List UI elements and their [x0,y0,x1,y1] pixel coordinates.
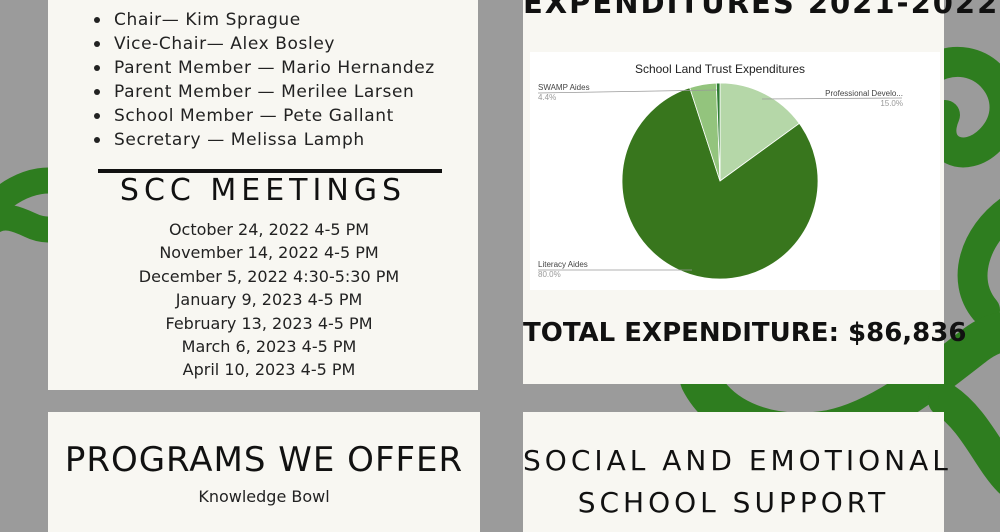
meeting-date: December 5, 2022 4:30-5:30 PM [138,266,400,286]
slice-value-swamp: 4.4% [538,93,556,102]
meeting-date: February 13, 2023 4-5 PM [165,313,373,333]
social-emotional-heading: SOCIAL AND EMOTIONAL SCHOOL SUPPORT [523,440,952,524]
pie-slice-0 [719,82,800,182]
label-leader-line [537,89,718,94]
member-school: School Member — Pete Gallant [92,104,435,128]
meeting-date: March 6, 2023 4-5 PM [181,336,357,356]
expenditure-chart: School Land Trust Expenditures SWAMP Aid… [530,52,940,290]
program-item: Knowledge Bowl [198,487,330,506]
total-expenditure: TOTAL EXPENDITURE: $86,836 [523,318,967,348]
pie-chart: School Land Trust Expenditures SWAMP Aid… [537,62,903,280]
slice-value-literacy: 80.0% [538,270,561,279]
members-panel [48,0,478,390]
pie-slice-1 [621,87,819,280]
member-vice-chair: Vice-Chair— Alex Bosley [92,32,435,56]
meeting-date: January 9, 2023 4-5 PM [175,290,363,310]
slice-label-swamp: SWAMP Aides [538,83,590,92]
member-secretary: Secretary — Melissa Lamph [92,128,435,152]
pie-slices [621,82,819,280]
expenditures-heading: EXPENDITURES 2021-2022 [523,0,1000,20]
social-emotional-line-2: SCHOOL SUPPORT [577,486,890,519]
meetings-heading: SCC MEETINGS [119,173,407,208]
chart-title: School Land Trust Expenditures [635,62,805,76]
programs-heading: PROGRAMS WE OFFER [64,440,464,480]
slice-label-literacy: Literacy Aides [538,260,588,269]
social-emotional-line-1: SOCIAL AND EMOTIONAL [523,444,952,477]
member-chair: Chair— Kim Sprague [92,8,435,32]
slice-label-professional: Professional Develo... [825,89,903,98]
member-parent-2: Parent Member — Merilee Larsen [92,80,435,104]
slice-value-professional: 15.0% [880,99,903,108]
meeting-date: April 10, 2023 4-5 PM [182,360,356,380]
meeting-date: November 14, 2022 4-5 PM [159,243,379,263]
meeting-date: October 24, 2022 4-5 PM [168,220,370,239]
pie-slice-3 [715,82,721,182]
section-divider [98,169,442,173]
member-parent-1: Parent Member — Mario Hernandez [92,56,435,80]
label-leader-line [761,97,903,100]
council-members-list: Chair— Kim Sprague Vice-Chair— Alex Bosl… [92,8,435,152]
meeting-dates-list: October 24, 2022 4-5 PM November 14, 202… [48,218,490,382]
